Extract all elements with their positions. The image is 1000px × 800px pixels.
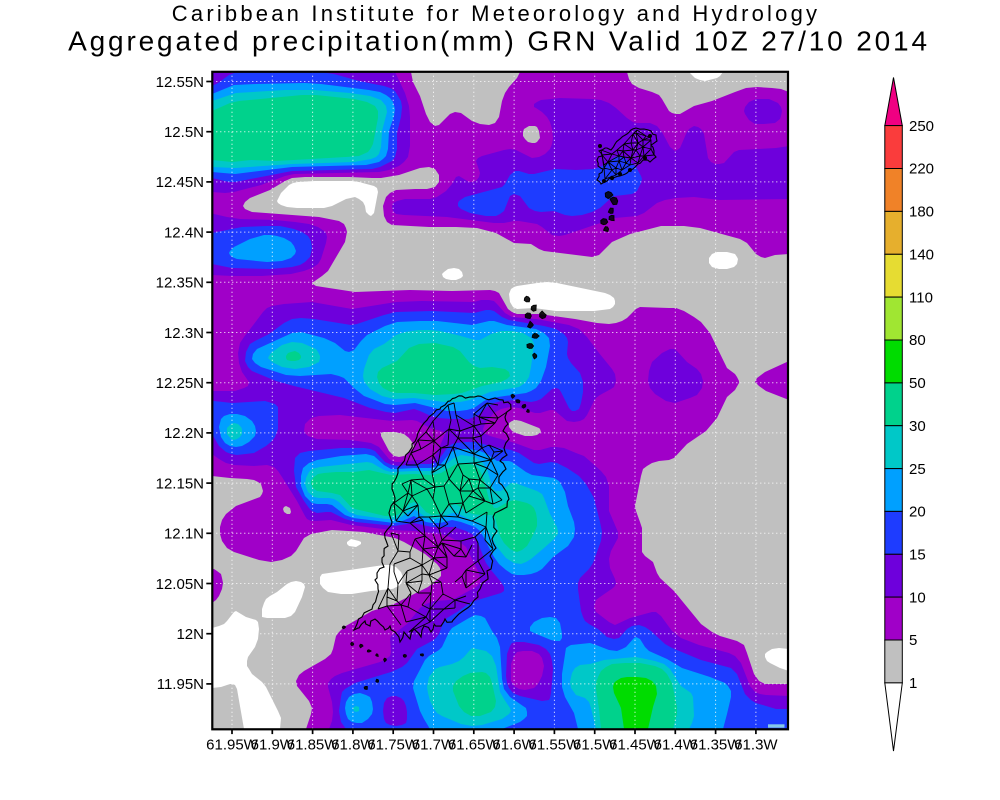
svg-text:140: 140 (909, 247, 934, 264)
svg-text:61.6W: 61.6W (492, 737, 536, 754)
svg-text:61.9W: 61.9W (251, 737, 295, 754)
svg-text:30: 30 (909, 418, 926, 435)
svg-text:15: 15 (909, 547, 926, 564)
svg-text:12.25N: 12.25N (156, 375, 204, 392)
svg-text:110: 110 (909, 289, 933, 306)
svg-text:12.1N: 12.1N (164, 526, 204, 543)
svg-text:25: 25 (909, 461, 926, 478)
svg-text:12.45N: 12.45N (156, 174, 204, 191)
svg-text:12.05N: 12.05N (156, 576, 204, 593)
svg-text:12.4N: 12.4N (164, 224, 204, 241)
svg-text:250: 250 (909, 118, 934, 135)
svg-text:12.5N: 12.5N (164, 124, 204, 141)
svg-text:61.8W: 61.8W (331, 737, 375, 754)
svg-text:61.85W: 61.85W (287, 737, 340, 754)
svg-text:20: 20 (909, 504, 926, 521)
svg-text:61.4W: 61.4W (654, 737, 698, 754)
svg-text:61.3W: 61.3W (734, 737, 778, 754)
svg-text:11.95N: 11.95N (157, 676, 204, 693)
svg-text:1: 1 (909, 675, 917, 692)
svg-text:61.95W: 61.95W (206, 737, 259, 754)
svg-text:220: 220 (909, 161, 934, 178)
svg-text:12.35N: 12.35N (156, 275, 204, 292)
svg-text:61.65W: 61.65W (448, 737, 501, 754)
svg-text:12.55N: 12.55N (156, 74, 204, 91)
svg-text:61.55W: 61.55W (529, 737, 582, 754)
svg-text:12.15N: 12.15N (156, 475, 204, 492)
svg-text:61.75W: 61.75W (367, 737, 420, 754)
svg-text:80: 80 (909, 332, 926, 349)
svg-text:180: 180 (909, 204, 934, 221)
svg-text:Caribbean Institute for Meteor: Caribbean Institute for Meteorology and … (172, 1, 820, 26)
svg-text:12N: 12N (176, 626, 204, 643)
svg-text:Aggregated precipitation(mm) G: Aggregated precipitation(mm) GRN Valid 1… (68, 26, 930, 57)
svg-text:61.35W: 61.35W (690, 737, 743, 754)
svg-text:61.7W: 61.7W (412, 737, 456, 754)
svg-text:12.3N: 12.3N (164, 325, 204, 342)
svg-text:10: 10 (909, 589, 926, 606)
svg-text:61.45W: 61.45W (609, 737, 662, 754)
svg-text:61.5W: 61.5W (573, 737, 617, 754)
svg-text:5: 5 (909, 632, 917, 649)
svg-text:50: 50 (909, 375, 926, 392)
svg-text:12.2N: 12.2N (164, 425, 204, 442)
